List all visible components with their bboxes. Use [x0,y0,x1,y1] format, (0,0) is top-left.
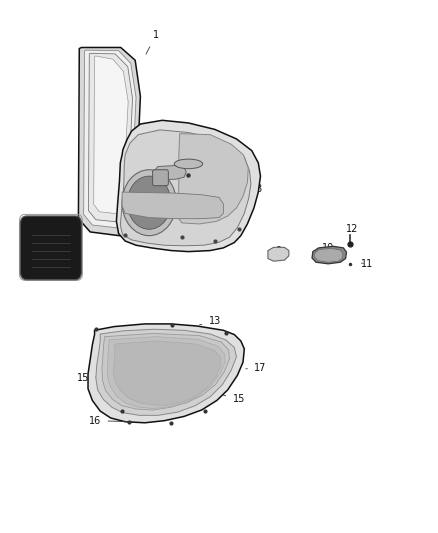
Text: 9: 9 [275,246,282,255]
Polygon shape [312,246,346,264]
Text: 5: 5 [178,197,187,207]
Ellipse shape [174,159,203,168]
Text: 11: 11 [361,259,374,269]
Text: 17: 17 [246,362,267,373]
Polygon shape [88,53,133,223]
Text: 8: 8 [247,184,261,195]
Polygon shape [78,47,141,237]
Polygon shape [120,130,251,246]
Text: 12: 12 [346,224,358,237]
FancyBboxPatch shape [152,169,168,185]
Polygon shape [108,337,225,408]
Polygon shape [102,334,230,410]
Circle shape [127,176,171,229]
Polygon shape [88,324,244,423]
FancyBboxPatch shape [20,216,81,280]
Polygon shape [178,134,248,224]
Polygon shape [154,165,186,179]
Text: 3: 3 [144,176,153,189]
Text: 16: 16 [89,416,132,426]
Polygon shape [122,192,223,219]
Text: 7: 7 [226,163,235,174]
Text: 2: 2 [41,246,57,255]
Text: 13: 13 [199,316,221,326]
Circle shape [122,169,176,236]
Text: 15: 15 [223,394,245,405]
Polygon shape [117,120,261,252]
Polygon shape [94,56,128,214]
Polygon shape [268,247,289,261]
Polygon shape [96,329,237,415]
Text: 1: 1 [146,30,159,54]
Polygon shape [113,341,221,406]
Text: 10: 10 [322,243,334,256]
Text: 14: 14 [176,336,197,346]
Polygon shape [84,50,136,229]
Text: 4: 4 [195,155,205,168]
Text: 6: 6 [191,187,205,197]
Polygon shape [314,248,343,262]
Text: 15: 15 [77,373,101,383]
